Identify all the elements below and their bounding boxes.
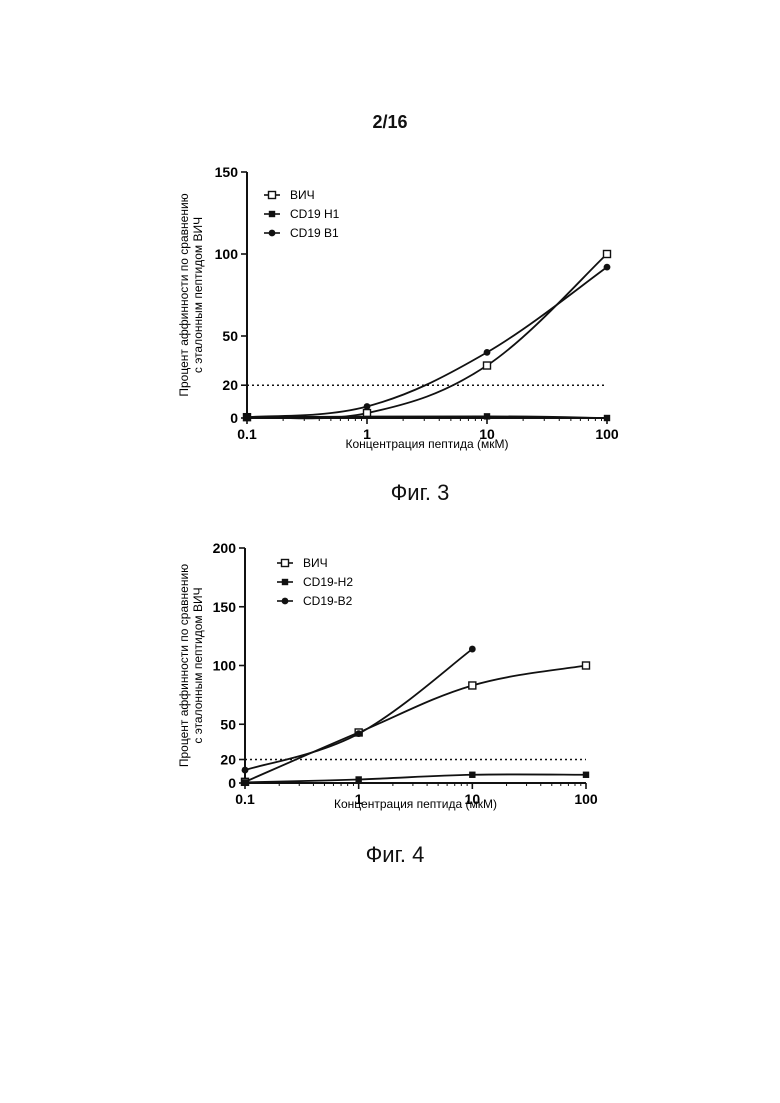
y-tick-label: 0 (228, 775, 236, 791)
data-point (583, 662, 590, 669)
x-tick-label: 0.1 (235, 791, 255, 807)
y-tick-label: 150 (213, 599, 237, 615)
y-axis-label: с эталонным пептидом ВИЧ (191, 587, 205, 743)
series-line (245, 774, 586, 782)
x-tick-label: 100 (595, 426, 619, 442)
chart-figure-3: 020501001500.1110100Концентрация пептида… (0, 150, 780, 460)
legend-label: CD19 B1 (290, 226, 339, 240)
series-line (247, 254, 607, 418)
legend-marker (282, 579, 288, 585)
chart-figure-4: 020501001502000.1110100Концентрация пепт… (0, 530, 780, 830)
data-point (364, 410, 371, 417)
x-axis-label: Концентрация пептида (мкМ) (334, 797, 497, 811)
data-point (484, 362, 491, 369)
y-tick-label: 50 (222, 328, 238, 344)
data-point (604, 264, 611, 271)
series-line (245, 649, 472, 770)
data-point (469, 682, 476, 689)
y-axis-label: Процент аффинности по сравнению (177, 564, 191, 767)
y-tick-label: 0 (230, 410, 238, 426)
series-0 (244, 251, 611, 421)
y-tick-label: 100 (215, 246, 239, 262)
data-point (242, 767, 249, 774)
data-point (469, 646, 476, 653)
y-tick-label: 200 (213, 540, 237, 556)
y-tick-label: 20 (222, 377, 238, 393)
figure-3-caption: Фиг. 3 (0, 480, 780, 506)
y-tick-label: 20 (220, 752, 236, 768)
series-2 (242, 646, 476, 774)
y-tick-label: 150 (215, 164, 239, 180)
series-0 (242, 662, 590, 785)
legend-label: CD19-H2 (303, 575, 353, 589)
y-tick-label: 50 (220, 716, 236, 732)
y-axis-label: с эталонным пептидом ВИЧ (191, 217, 205, 373)
legend-label: ВИЧ (290, 188, 315, 202)
legend-marker (269, 192, 276, 199)
y-axis-label: Процент аффинности по сравнению (177, 193, 191, 396)
legend-marker (282, 560, 289, 567)
x-axis-label: Концентрация пептида (мкМ) (346, 437, 509, 451)
data-point (484, 349, 491, 356)
series-1 (244, 413, 610, 421)
data-point (244, 414, 251, 421)
legend-marker (269, 211, 275, 217)
data-point (604, 415, 610, 421)
data-point (364, 403, 371, 410)
series-line (245, 666, 586, 782)
series-line (247, 267, 607, 417)
data-point (604, 251, 611, 258)
data-point (469, 772, 475, 778)
x-tick-label: 100 (574, 791, 598, 807)
x-tick-label: 0.1 (237, 426, 257, 442)
data-point (484, 413, 490, 419)
legend-label: CD19-B2 (303, 594, 353, 608)
legend-marker (282, 598, 289, 605)
data-point (355, 776, 361, 782)
figure-4-caption: Фиг. 4 (0, 842, 780, 868)
data-point (583, 772, 589, 778)
data-point (355, 730, 362, 737)
data-point (242, 779, 248, 785)
legend-label: ВИЧ (303, 556, 328, 570)
y-tick-label: 100 (213, 658, 237, 674)
legend-label: CD19 H1 (290, 207, 340, 221)
legend-marker (269, 230, 276, 237)
page-number: 2/16 (0, 112, 780, 133)
